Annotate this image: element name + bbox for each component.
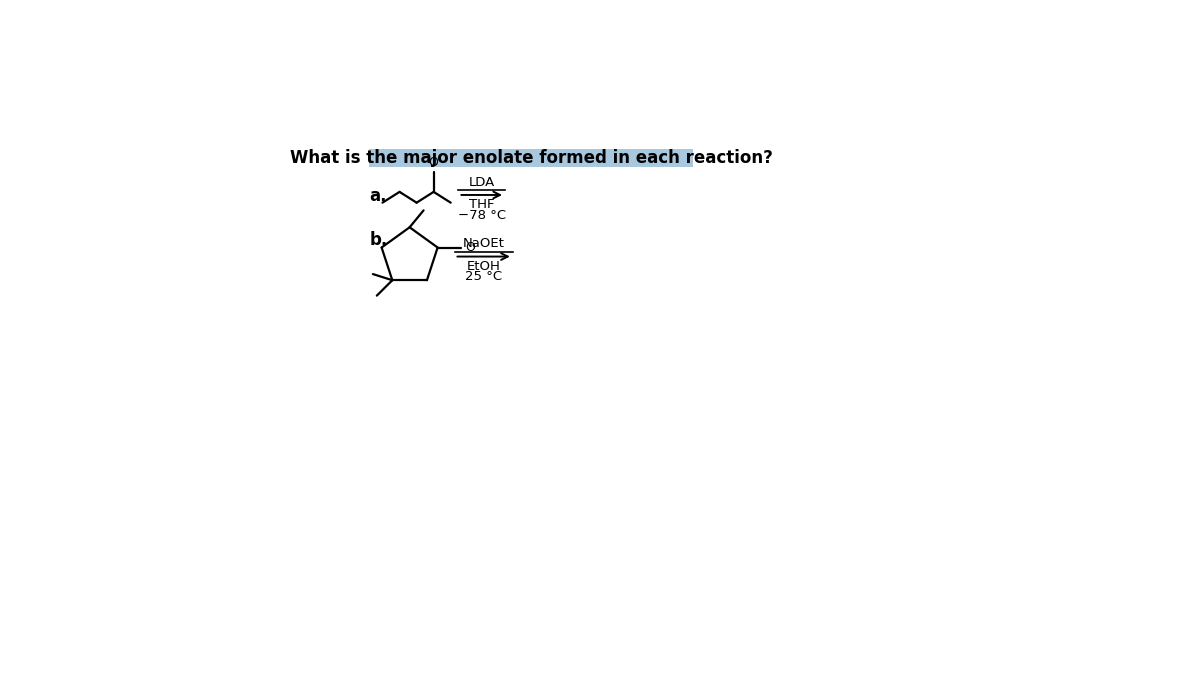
FancyBboxPatch shape [370, 148, 694, 167]
Text: EtOH: EtOH [467, 260, 500, 273]
Text: O: O [464, 241, 475, 254]
Text: a.: a. [370, 187, 386, 205]
Text: O: O [428, 156, 438, 169]
Text: LDA: LDA [468, 176, 494, 189]
Text: THF: THF [469, 198, 494, 211]
Text: What is the major enolate formed in each reaction?: What is the major enolate formed in each… [290, 149, 773, 167]
Text: NaOEt: NaOEt [463, 238, 504, 250]
Text: b.: b. [370, 231, 388, 249]
Text: −78 °C: −78 °C [457, 209, 505, 222]
Text: 25 °C: 25 °C [466, 271, 503, 284]
